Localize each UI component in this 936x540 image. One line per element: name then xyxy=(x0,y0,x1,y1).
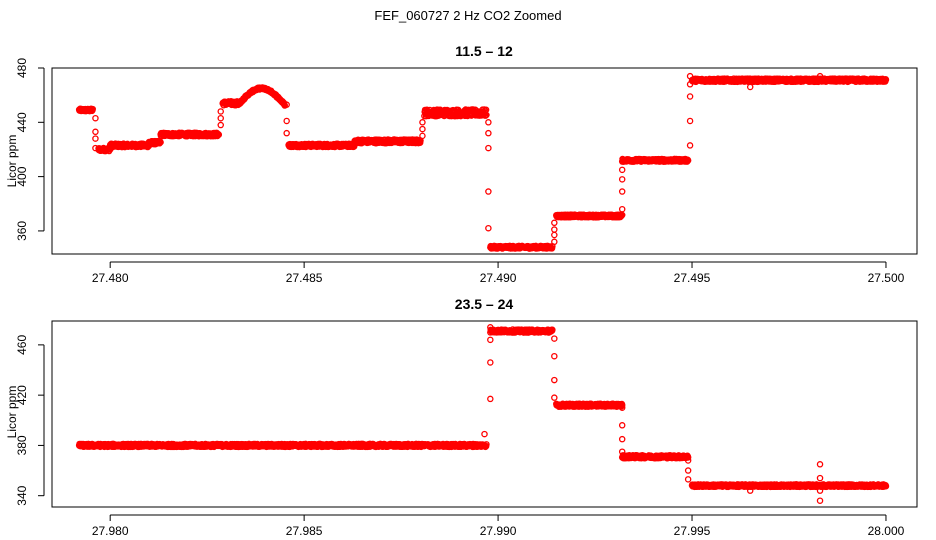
data-point xyxy=(684,476,692,483)
data-points xyxy=(75,324,890,504)
data-point xyxy=(283,129,290,137)
data-point xyxy=(485,224,492,232)
panel-title: 11.5 – 12 xyxy=(455,43,513,59)
data-point xyxy=(551,352,558,360)
data-point xyxy=(816,497,824,504)
y-tick-label: 480 xyxy=(15,58,29,78)
data-point xyxy=(686,142,694,149)
x-tick-label: 27.990 xyxy=(480,524,517,538)
data-point xyxy=(419,125,426,133)
x-tick-label: 27.985 xyxy=(286,524,323,538)
data-point xyxy=(485,144,492,152)
plot-frame xyxy=(51,320,918,508)
data-point xyxy=(746,83,754,91)
data-point xyxy=(618,166,626,174)
data-point xyxy=(551,231,558,239)
x-tick-label: 27.480 xyxy=(92,271,129,285)
y-tick-label: 340 xyxy=(15,485,29,505)
data-point xyxy=(551,219,558,227)
x-tick-label: 27.980 xyxy=(92,524,129,538)
data-point xyxy=(816,474,824,482)
data-point xyxy=(551,335,558,342)
y-tick-label: 440 xyxy=(15,112,29,132)
x-tick-label: 27.495 xyxy=(674,271,711,285)
y-tick-label: 460 xyxy=(15,335,29,355)
x-tick-label: 28.000 xyxy=(868,524,905,538)
data-point xyxy=(485,129,492,137)
panel-title: 23.5 – 24 xyxy=(455,296,514,312)
y-tick-label: 400 xyxy=(15,166,29,186)
data-points xyxy=(75,72,890,252)
data-point xyxy=(481,430,488,438)
panel-bottom: 23.5 – 24 Licor ppm 27.980 27.985 27.990 27… xyxy=(5,296,918,538)
data-point xyxy=(92,135,99,142)
data-point xyxy=(551,394,558,401)
x-tick-label: 27.485 xyxy=(286,271,323,285)
x-tick-label: 27.490 xyxy=(480,271,517,285)
data-point xyxy=(551,226,558,233)
y-tick-label: 380 xyxy=(15,435,29,455)
x-axis: 27.980 27.985 27.990 27.995 28.000 xyxy=(92,514,905,538)
x-tick-label: 27.995 xyxy=(674,524,711,538)
y-tick-label: 360 xyxy=(15,221,29,241)
data-point xyxy=(217,121,224,129)
data-point xyxy=(92,114,99,122)
y-axis: 360 400 440 480 xyxy=(15,58,45,241)
data-point xyxy=(487,359,494,366)
data-point xyxy=(686,93,694,100)
y-axis-label: Licor ppm xyxy=(5,135,19,188)
data-point xyxy=(283,117,290,125)
data-point xyxy=(618,205,626,213)
data-point xyxy=(92,128,99,136)
data-point xyxy=(89,105,96,113)
data-point xyxy=(551,376,558,384)
data-point xyxy=(217,114,224,122)
data-point xyxy=(618,188,626,195)
figure-title: FEF_060727 2 Hz CO2 Zoomed xyxy=(374,8,562,23)
x-axis: 27.480 27.485 27.490 27.495 27.500 xyxy=(92,261,905,285)
y-axis: 340 380 420 460 xyxy=(15,335,45,506)
data-point xyxy=(816,461,824,468)
data-point xyxy=(686,117,694,125)
data-point xyxy=(487,336,494,344)
data-point xyxy=(618,422,626,429)
data-point xyxy=(419,132,426,140)
data-point xyxy=(419,119,426,126)
data-point xyxy=(485,188,492,195)
plot-frame xyxy=(51,67,918,255)
y-tick-label: 420 xyxy=(15,385,29,405)
data-point xyxy=(217,108,224,115)
data-point xyxy=(215,131,223,138)
data-point xyxy=(485,119,492,126)
data-point xyxy=(157,139,164,146)
panel-top: 11.5 – 12 Licor ppm 27.480 27.485 27.490 27… xyxy=(5,43,918,285)
data-point xyxy=(487,395,494,403)
data-point xyxy=(618,435,626,443)
x-tick-label: 27.500 xyxy=(868,271,905,285)
data-point xyxy=(684,467,692,474)
data-point xyxy=(618,176,626,183)
data-point xyxy=(551,238,558,246)
